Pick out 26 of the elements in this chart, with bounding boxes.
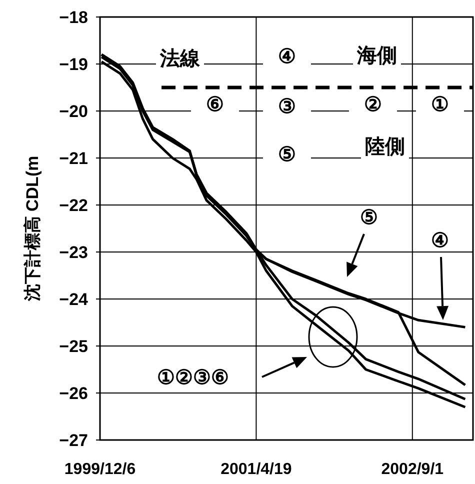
annotation: ⑤ (360, 207, 378, 229)
annotation: ③ (278, 96, 296, 118)
y-axis-title: 沈下計標高 CDL(m (23, 156, 42, 302)
x-tick-label: 1999/12/6 (64, 461, 136, 478)
y-tick-label: −18 (59, 8, 88, 27)
annotation: 陸側 (365, 136, 405, 158)
y-tick-label: −25 (59, 337, 88, 356)
y-tick-label: −20 (59, 102, 88, 121)
y-tick-label: −27 (59, 431, 88, 450)
x-tick-label: 2001/4/19 (220, 461, 292, 478)
annotation: ④ (278, 46, 296, 68)
annotation: ①②③⑥ (157, 367, 229, 389)
annotation: ⑤ (278, 144, 296, 166)
x-tick-label: 2002/9/1 (381, 461, 444, 478)
annotation: 海側 (356, 45, 397, 67)
annotation: ④ (431, 230, 449, 252)
annotation: ② (364, 94, 382, 116)
y-tick-label: −24 (59, 290, 89, 309)
y-tick-label: −19 (59, 55, 88, 74)
annotation: 法線 (159, 48, 201, 70)
y-tick-label: −22 (59, 196, 88, 215)
y-tick-label: −26 (59, 384, 88, 403)
annotation: ⑥ (206, 94, 224, 116)
y-tick-label: −21 (59, 149, 88, 168)
y-tick-label: −23 (59, 243, 88, 262)
annotation: ① (431, 94, 449, 116)
